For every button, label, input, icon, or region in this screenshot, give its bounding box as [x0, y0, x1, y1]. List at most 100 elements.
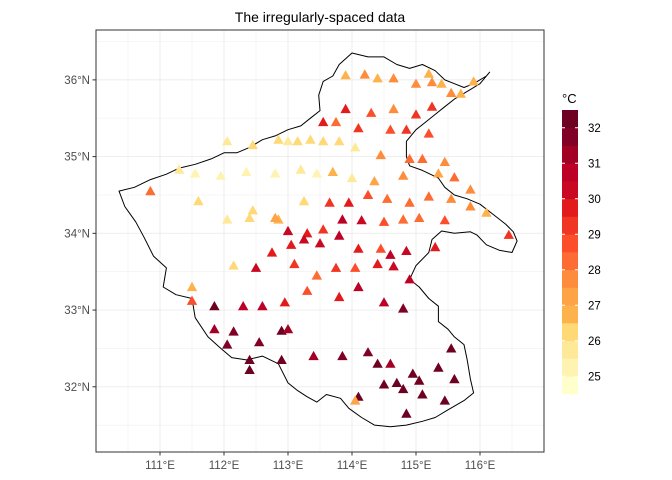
station-point	[385, 249, 396, 259]
station-point	[449, 172, 460, 182]
legend-title: °C	[562, 91, 577, 106]
station-point	[414, 375, 425, 385]
station-point	[398, 214, 409, 224]
x-tick-label: 111°E	[145, 460, 175, 472]
station-point	[350, 142, 361, 152]
station-point	[145, 185, 156, 196]
station-point	[388, 261, 399, 271]
station-point	[292, 136, 303, 146]
station-point	[430, 241, 441, 252]
region-boundary	[118, 52, 518, 428]
plot-area: 111°E 112°E 113°E 114°E 115°E 116°E 32°N 33°N 34…	[64, 29, 545, 472]
station-point	[417, 389, 428, 399]
station-point	[410, 109, 422, 119]
station-point	[228, 260, 239, 270]
station-point	[410, 78, 422, 88]
station-point	[302, 228, 313, 238]
station-point	[222, 339, 233, 349]
station-point	[439, 215, 450, 225]
station-point	[378, 216, 390, 226]
station-point	[414, 212, 425, 222]
station-point	[186, 295, 198, 305]
station-point	[446, 193, 457, 203]
legend-color-step	[562, 181, 578, 200]
legend-tick-label: 25	[588, 371, 601, 383]
station-point	[330, 262, 342, 272]
station-point	[318, 224, 329, 234]
legend-color-step	[562, 340, 578, 359]
station-point	[439, 156, 450, 166]
station-point	[401, 124, 412, 134]
station-point	[398, 303, 409, 313]
station-point	[330, 116, 342, 127]
legend-color-step	[562, 145, 578, 164]
station-point	[289, 258, 300, 269]
station-point	[305, 134, 316, 144]
x-tick-label: 116°E	[465, 460, 496, 472]
station-point	[369, 176, 380, 186]
station-point	[311, 270, 322, 280]
station-point	[279, 297, 290, 307]
station-point	[174, 164, 185, 174]
station-point	[254, 337, 265, 347]
station-point	[481, 207, 492, 217]
station-point	[270, 168, 281, 178]
station-point	[388, 73, 399, 83]
station-point	[343, 197, 354, 207]
station-point	[391, 377, 402, 387]
legend-color-step	[562, 110, 578, 129]
station-point	[286, 239, 297, 249]
station-point	[426, 101, 438, 111]
station-point	[372, 358, 383, 368]
y-tick-label: 34°N	[64, 228, 90, 240]
station-point	[241, 166, 252, 176]
station-point	[385, 124, 396, 134]
station-point	[446, 87, 457, 97]
chart-title: The irregularly-spaced data	[235, 9, 406, 25]
station-point	[423, 128, 434, 138]
legend-color-step	[562, 305, 578, 324]
station-point	[353, 281, 364, 292]
station-point	[324, 197, 335, 207]
legend-color-step	[562, 358, 578, 377]
station-point	[209, 301, 220, 311]
station-point	[340, 103, 351, 114]
station-point	[250, 262, 262, 272]
station-point	[398, 383, 409, 394]
station-point	[353, 243, 364, 253]
station-point	[238, 301, 249, 311]
station-point	[359, 69, 370, 79]
station-point	[426, 77, 438, 87]
legend-tick-label: 28	[588, 265, 601, 277]
station-point	[340, 70, 351, 80]
legend-tick-label: 30	[588, 194, 601, 206]
station-point	[314, 238, 326, 248]
legend-color-step	[562, 127, 578, 146]
station-point	[407, 368, 418, 378]
station-point	[404, 153, 415, 163]
station-point	[446, 343, 457, 353]
panel-border	[95, 29, 545, 453]
station-point	[215, 170, 226, 180]
station-point	[247, 139, 258, 150]
legend-color-step	[562, 376, 578, 395]
station-point	[382, 193, 393, 203]
x-tick-label: 113°E	[273, 460, 304, 472]
station-point	[356, 215, 367, 225]
station-point	[186, 281, 198, 292]
station-point	[334, 136, 345, 146]
legend-color-step	[562, 234, 578, 253]
station-point	[465, 201, 476, 211]
y-tick-label: 32°N	[64, 382, 90, 394]
station-point	[334, 291, 345, 302]
station-point	[222, 136, 233, 146]
station-point	[282, 136, 294, 146]
station-point	[270, 212, 281, 222]
station-point	[190, 168, 201, 178]
legend-color-step	[562, 198, 578, 217]
station-point	[433, 168, 444, 178]
station-point	[362, 189, 374, 199]
legend-color-step	[562, 287, 578, 306]
station-point	[302, 285, 313, 295]
